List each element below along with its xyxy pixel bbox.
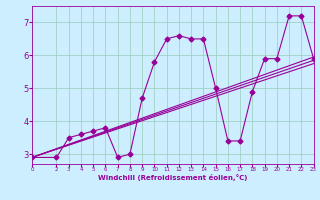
X-axis label: Windchill (Refroidissement éolien,°C): Windchill (Refroidissement éolien,°C) xyxy=(98,174,247,181)
